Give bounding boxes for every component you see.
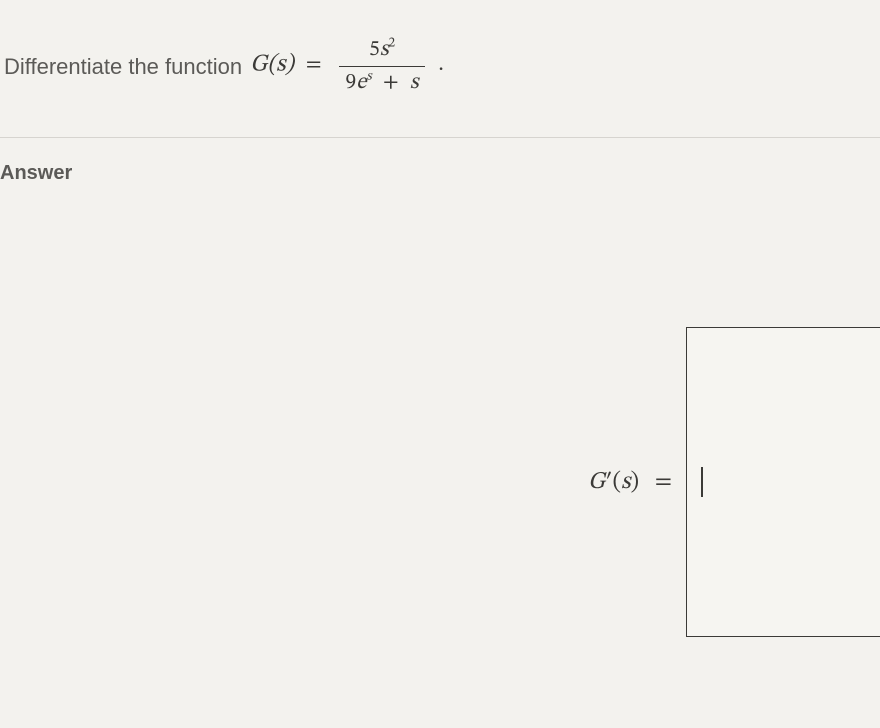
numerator: 5s2 [363,36,401,66]
denominator: 9es + s [339,66,424,97]
den-tail: s [410,72,419,94]
answer-input[interactable] [686,327,880,637]
question-prompt: Differentiate the function [4,54,242,80]
den-exp: s [366,71,371,84]
den-plus: + [383,72,399,94]
den-base: e [356,72,366,94]
open-paren: ( [612,470,621,494]
period: . [438,54,443,84]
question-area: Differentiate the function G(s) = 5s2 9e… [0,0,880,138]
function-lhs: G(s) [250,52,294,76]
derivative-equals: = [655,470,672,494]
num-exp: 2 [389,38,396,51]
fraction: 5s2 9es + s [339,36,424,97]
function-expression: G(s) = 5s2 9es + s . [250,36,444,97]
answer-label: Answer [0,138,880,185]
text-cursor [701,467,703,497]
equals-sign: = [306,54,322,76]
den-coeff: 9 [345,72,356,94]
derivative-var: s [621,470,630,494]
derivative-G: G [588,470,605,494]
derivative-label: G′(s) = [588,467,672,497]
answer-area: G′(s) = [588,327,880,637]
num-var: s [380,39,389,61]
num-coeff: 5 [369,39,380,61]
close-paren: ) [631,470,640,494]
